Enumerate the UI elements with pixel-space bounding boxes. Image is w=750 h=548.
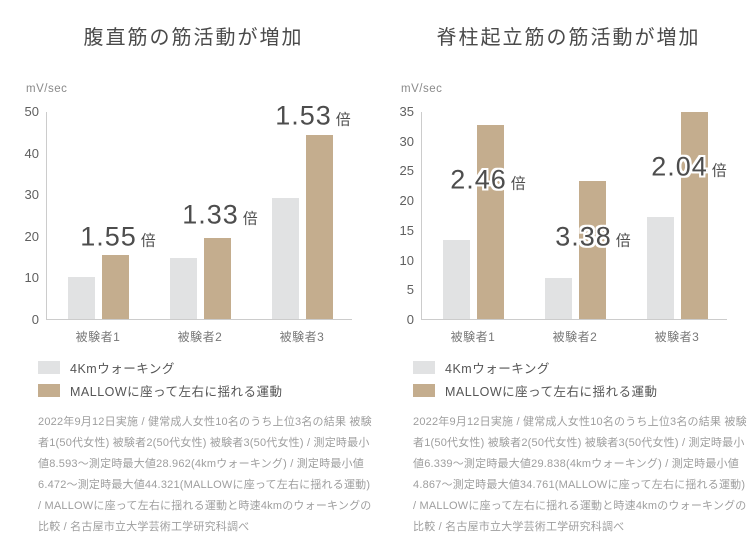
bar-mallow — [476, 125, 504, 319]
y-axis-tick-label: 35 — [399, 104, 414, 119]
y-axis-tick-label: 25 — [399, 163, 414, 179]
bar-walking — [646, 216, 674, 319]
chart-title: 脊柱起立筋の筋活動が増加 — [436, 27, 701, 49]
legend-item-walking: 4Kmウォーキング — [413, 358, 742, 377]
legend-item-mallow: MALLOWに座って左右に揺れる運動 — [38, 381, 367, 400]
multiplier-suffix: 倍 — [510, 175, 526, 193]
bar-walking — [271, 198, 299, 319]
y-axis-tick-label: 0 — [406, 312, 414, 327]
multiplier-value: 1.53 — [275, 100, 332, 131]
multiplier-suffix: 倍 — [615, 232, 631, 250]
multiplier-suffix: 倍 — [242, 210, 258, 228]
multiplier-label: 3.38 倍 — [555, 222, 631, 253]
y-axis-tick-label: 15 — [399, 222, 414, 238]
multiplier-value: 1.33 — [182, 199, 239, 230]
legend-item-walking: 4Kmウォーキング — [38, 358, 367, 377]
x-axis-category-label: 被験者3 — [654, 330, 700, 344]
y-axis-unit-label: mV/sec — [26, 83, 68, 95]
multiplier-label: 2.46 倍 — [450, 165, 526, 196]
y-axis-tick-label: 20 — [24, 228, 39, 244]
bar-chart: 50 40 30 20 10 0 被験者1 被験者2 被験者3 1.55 倍 1.33 倍 1.53 倍 — [25, 101, 352, 344]
multiplier-label: 1.55 倍 — [80, 222, 156, 253]
y-axis-tick-label: 40 — [24, 145, 39, 161]
y-axis-tick-label: 0 — [31, 312, 39, 327]
multiplier-value: 2.04 — [651, 151, 708, 182]
multiplier-label: 1.53 倍 — [275, 101, 351, 132]
bar-walking — [442, 239, 470, 319]
chart-title: 腹直筋の筋活動が増加 — [83, 27, 304, 49]
y-axis-tick-label: 30 — [399, 133, 414, 149]
multiplier-value: 1.55 — [80, 221, 137, 252]
legend-label-mallow: MALLOWに座って左右に揺れる運動 — [70, 385, 283, 399]
y-axis-tick-label: 50 — [24, 104, 39, 119]
x-axis-category-label: 被験者2 — [177, 330, 223, 344]
bar-walking — [169, 258, 197, 319]
y-axis-unit-label: mV/sec — [401, 83, 443, 95]
legend-swatch-walking — [38, 361, 60, 374]
x-axis-category-label: 被験者3 — [279, 330, 325, 344]
legend-swatch-walking — [413, 361, 435, 374]
legend-swatch-mallow — [413, 384, 435, 397]
legend-swatch-mallow — [38, 384, 60, 397]
x-axis-category-label: 被験者2 — [552, 330, 598, 344]
legend-label-walking: 4Kmウォーキング — [70, 362, 175, 376]
y-axis-tick-label: 5 — [406, 282, 414, 298]
multiplier-label: 2.04 倍 — [651, 152, 727, 183]
bar-mallow — [305, 134, 333, 319]
legend: 4Kmウォーキング MALLOWに座って左右に揺れる運動 — [413, 358, 742, 400]
bar-mallow — [578, 180, 606, 319]
footnote: 2022年9月12日実施 / 健常成人女性10名のうち上位3名の結果 被験者1(… — [38, 416, 372, 533]
y-axis-tick-label: 10 — [24, 270, 39, 286]
y-axis-tick-label: 30 — [24, 187, 39, 203]
chart-panel-erector-spinae: 脊柱起立筋の筋活動が増加 mV/sec 35 30 25 20 15 10 5 0 被験者1 被験… — [395, 24, 747, 548]
bar-mallow — [203, 237, 231, 319]
bar-mallow — [101, 254, 129, 319]
legend-label-mallow: MALLOWに座って左右に揺れる運動 — [445, 385, 658, 399]
bar-walking — [544, 278, 572, 319]
x-axis-category-label: 被験者1 — [75, 330, 121, 344]
multiplier-suffix: 倍 — [335, 111, 351, 129]
legend-label-walking: 4Kmウォーキング — [445, 362, 550, 376]
bar-chart: 35 30 25 20 15 10 5 0 被験者1 被験者2 被験者3 2.46 倍 3.38 倍 2.04… — [400, 104, 727, 344]
multiplier-value: 2.46 — [450, 164, 507, 195]
x-axis-category-label: 被験者1 — [450, 330, 496, 344]
legend: 4Kmウォーキング MALLOWに座って左右に揺れる運動 — [38, 358, 367, 400]
multiplier-value: 3.38 — [555, 221, 612, 252]
bar-mallow — [680, 112, 708, 319]
legend-item-mallow: MALLOWに座って左右に揺れる運動 — [413, 381, 742, 400]
chart-panel-rectus-abdominis: 腹直筋の筋活動が増加 mV/sec 50 40 30 20 10 0 被験者1 被験者2 被験者… — [20, 24, 372, 548]
y-axis-tick-label: 20 — [399, 193, 414, 209]
bar-walking — [67, 277, 95, 319]
multiplier-suffix: 倍 — [711, 162, 727, 180]
multiplier-suffix: 倍 — [140, 232, 156, 250]
footnote: 2022年9月12日実施 / 健常成人女性10名のうち上位3名の結果 被験者1(… — [413, 416, 747, 533]
multiplier-label: 1.33 倍 — [182, 200, 258, 231]
y-axis-tick-label: 10 — [399, 252, 414, 268]
